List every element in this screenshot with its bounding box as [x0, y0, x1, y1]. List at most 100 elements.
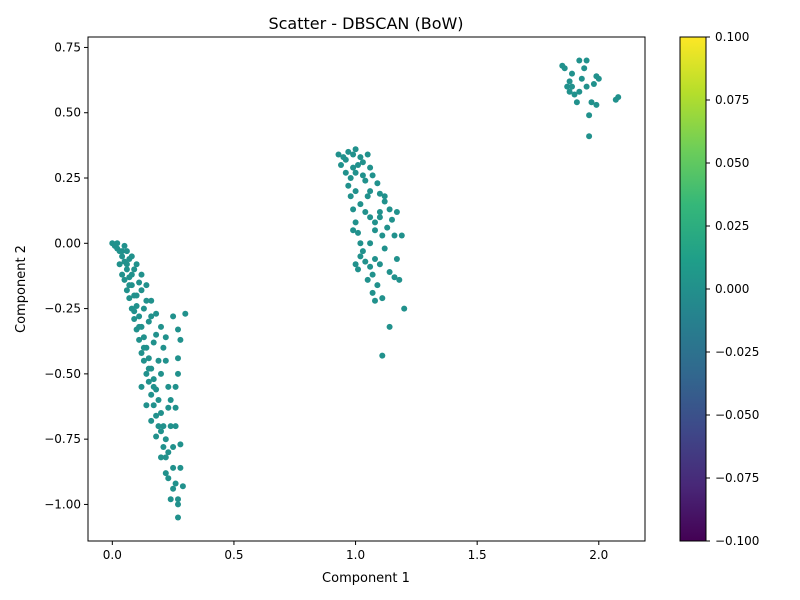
- y-tick-label: 0.75: [54, 40, 81, 54]
- data-point: [175, 326, 181, 333]
- data-point: [145, 378, 152, 385]
- data-point: [119, 253, 126, 260]
- data-point: [376, 190, 383, 197]
- data-point: [396, 276, 403, 283]
- data-point: [586, 112, 593, 119]
- data-point: [175, 514, 181, 521]
- data-point: [170, 444, 177, 450]
- data-point: [155, 397, 162, 403]
- colorbar-tick-label: 0.075: [715, 93, 749, 107]
- data-point: [564, 83, 571, 90]
- data-point: [136, 313, 143, 320]
- data-point: [123, 287, 130, 294]
- data-point: [150, 339, 157, 346]
- data-point: [126, 282, 133, 289]
- data-point: [172, 423, 179, 430]
- data-point: [364, 276, 371, 283]
- scatter-points: [109, 57, 622, 521]
- data-point: [367, 214, 374, 221]
- chart-title: Scatter - DBSCAN (BoW): [268, 14, 463, 33]
- data-point: [350, 151, 357, 158]
- data-point: [615, 94, 622, 101]
- data-point: [126, 295, 133, 302]
- data-point: [170, 313, 177, 320]
- data-point: [153, 310, 160, 317]
- data-point: [367, 240, 374, 247]
- data-point: [123, 266, 130, 273]
- data-point: [357, 253, 364, 260]
- data-point: [123, 261, 130, 268]
- data-point: [578, 75, 585, 82]
- data-point: [143, 402, 150, 409]
- data-point: [158, 454, 164, 461]
- data-point: [355, 266, 361, 273]
- data-point: [573, 99, 580, 106]
- data-point: [372, 219, 378, 226]
- data-point: [590, 81, 597, 87]
- x-axis-ticks: 0.0 0.5 1.0 1.5 2.0: [103, 541, 608, 562]
- data-point: [357, 201, 364, 208]
- data-point: [381, 198, 388, 205]
- data-point: [350, 164, 357, 171]
- y-tick-label: 0.50: [54, 106, 81, 120]
- data-point: [133, 292, 140, 299]
- data-point: [143, 370, 150, 377]
- data-point: [401, 305, 408, 312]
- data-point: [386, 269, 393, 275]
- data-point: [576, 57, 583, 64]
- data-point: [116, 261, 123, 268]
- y-tick-label: −1.00: [44, 497, 81, 511]
- data-point: [136, 323, 143, 330]
- colorbar-tick-label: 0.100: [715, 30, 749, 44]
- data-point: [345, 182, 352, 189]
- data-point: [160, 444, 167, 450]
- data-point: [138, 271, 145, 278]
- data-point: [145, 355, 152, 362]
- x-tick-label: 2.0: [589, 548, 608, 562]
- data-point: [386, 323, 393, 330]
- data-point: [131, 316, 138, 322]
- data-point: [583, 83, 590, 90]
- data-point: [162, 470, 169, 477]
- y-tick-label: 0.25: [54, 171, 81, 185]
- data-point: [359, 159, 366, 166]
- data-point: [158, 428, 164, 435]
- data-point: [160, 344, 167, 351]
- data-point: [372, 227, 378, 234]
- data-point: [175, 501, 181, 508]
- data-point: [566, 78, 573, 85]
- data-point: [162, 334, 169, 341]
- data-point: [148, 391, 155, 398]
- y-tick-label: −0.50: [44, 367, 81, 381]
- y-axis-ticks: −1.00 −0.75 −0.50 −0.25 0.00 0.25 0.50 0.75: [44, 40, 88, 511]
- data-point: [362, 209, 369, 215]
- data-point: [148, 313, 155, 320]
- data-point: [153, 433, 160, 440]
- data-point: [595, 75, 602, 82]
- data-point: [391, 232, 398, 239]
- data-point: [593, 101, 600, 108]
- data-point: [384, 224, 391, 231]
- data-point: [167, 397, 174, 403]
- data-point: [123, 248, 130, 255]
- data-point: [391, 274, 398, 281]
- data-point: [172, 480, 179, 487]
- data-point: [357, 154, 364, 161]
- y-tick-label: 0.00: [54, 236, 81, 250]
- data-point: [581, 65, 588, 72]
- data-point: [372, 256, 378, 262]
- data-point: [165, 449, 172, 456]
- data-point: [133, 261, 140, 268]
- data-point: [379, 232, 386, 239]
- data-point: [386, 206, 393, 213]
- data-point: [182, 310, 189, 317]
- data-point: [177, 441, 184, 448]
- data-point: [359, 248, 366, 255]
- data-point: [121, 242, 128, 249]
- data-point: [140, 334, 147, 341]
- data-point: [355, 229, 361, 236]
- data-point: [364, 151, 371, 158]
- data-point: [136, 279, 143, 286]
- x-tick-label: 0.0: [103, 548, 122, 562]
